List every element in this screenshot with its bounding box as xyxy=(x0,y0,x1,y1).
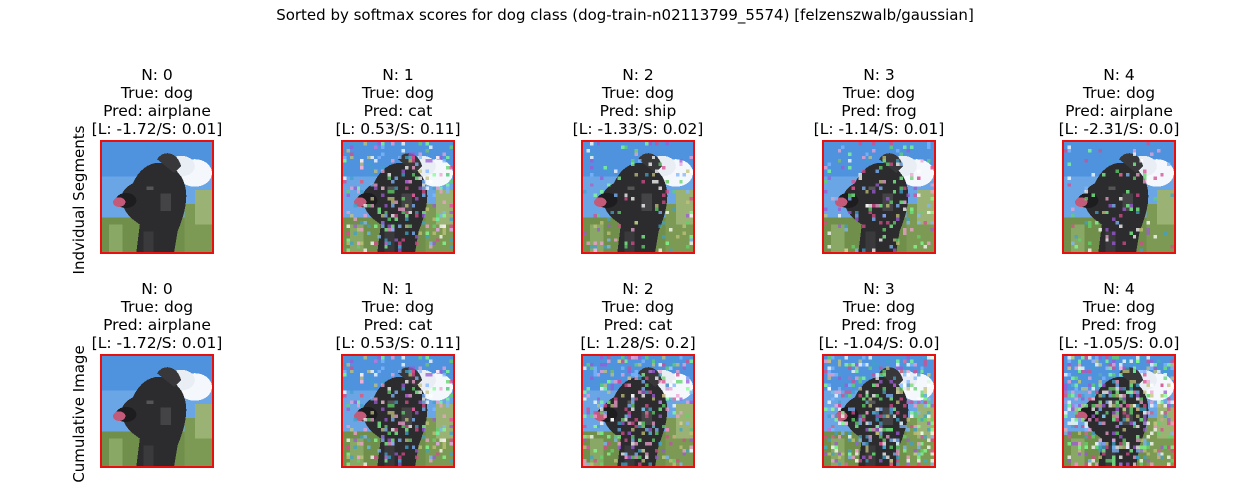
dog-image xyxy=(102,356,212,466)
cell-title-scores: [L: -1.04/S: 0.0] xyxy=(818,334,940,352)
cell-title-pred: Pred: cat xyxy=(363,102,433,120)
dog-image xyxy=(1064,142,1174,252)
thumbnail-image xyxy=(581,140,695,254)
thumbnail-image xyxy=(100,354,214,468)
cell-title-scores: [L: -1.72/S: 0.01] xyxy=(91,334,223,352)
cell-title-true: True: dog xyxy=(842,84,916,102)
thumbnail-image xyxy=(1062,140,1176,254)
cell-title: N: 1 True: dog Pred: cat [L: 0.53/S: 0.11] xyxy=(278,66,518,138)
cell-title-true: True: dog xyxy=(361,298,435,316)
cell-title: N: 3 True: dog Pred: frog [L: -1.04/S: 0.0] xyxy=(759,280,999,352)
cell-title-pred: Pred: frog xyxy=(841,316,917,334)
cell-title: N: 0 True: dog Pred: airplane [L: -1.72/S: … xyxy=(37,66,277,138)
cell-title: N: 3 True: dog Pred: frog [L: -1.14/S: 0.01… xyxy=(759,66,999,138)
cell-title-n: N: 4 xyxy=(1103,280,1135,298)
cell-title-n: N: 1 xyxy=(382,280,414,298)
cell-title-n: N: 4 xyxy=(1103,66,1135,84)
cell-title-pred: Pred: ship xyxy=(599,102,677,120)
cell-title-true: True: dog xyxy=(601,298,675,316)
cell-title-scores: [L: -1.33/S: 0.02] xyxy=(572,120,704,138)
cell-title-true: True: dog xyxy=(1082,298,1156,316)
thumbnail-image xyxy=(822,354,936,468)
cell-title: N: 4 True: dog Pred: airplane [L: -2.31/S: … xyxy=(999,66,1239,138)
cell-title-true: True: dog xyxy=(842,298,916,316)
cell-title: N: 1 True: dog Pred: cat [L: 0.53/S: 0.11] xyxy=(278,280,518,352)
cell-title-true: True: dog xyxy=(1082,84,1156,102)
dog-image xyxy=(102,142,212,252)
thumbnail-image xyxy=(1062,354,1176,468)
cell-title-scores: [L: 1.28/S: 0.2] xyxy=(580,334,696,352)
cell-title-pred: Pred: cat xyxy=(603,316,673,334)
dog-image xyxy=(583,142,693,252)
thumbnail-image xyxy=(341,140,455,254)
cell-title-true: True: dog xyxy=(120,84,194,102)
dog-image xyxy=(1064,356,1174,466)
cell-title-n: N: 0 xyxy=(141,280,173,298)
cell-title-pred: Pred: airplane xyxy=(103,316,211,334)
dog-image xyxy=(824,142,934,252)
cell-title: N: 4 True: dog Pred: frog [L: -1.05/S: 0.0] xyxy=(999,280,1239,352)
cell-title: N: 2 True: dog Pred: cat [L: 1.28/S: 0.2] xyxy=(518,280,758,352)
row-label-cumulative-image: Cumulative Image xyxy=(70,345,88,483)
cell-title-scores: [L: 0.53/S: 0.11] xyxy=(335,120,461,138)
cell-title-n: N: 2 xyxy=(622,66,654,84)
figure-title: Sorted by softmax scores for dog class (… xyxy=(276,6,974,24)
cell-title-n: N: 2 xyxy=(622,280,654,298)
cell-title-pred: Pred: frog xyxy=(841,102,917,120)
dog-image xyxy=(343,142,453,252)
cell-title-scores: [L: -1.14/S: 0.01] xyxy=(813,120,945,138)
cell-title-scores: [L: -2.31/S: 0.0] xyxy=(1058,120,1180,138)
cell-title-true: True: dog xyxy=(120,298,194,316)
cell-title-scores: [L: -1.05/S: 0.0] xyxy=(1058,334,1180,352)
cell-title-pred: Pred: airplane xyxy=(1065,102,1173,120)
cell-title-scores: [L: 0.53/S: 0.11] xyxy=(335,334,461,352)
cell-title-n: N: 0 xyxy=(141,66,173,84)
thumbnail-image xyxy=(581,354,695,468)
cell-title-n: N: 3 xyxy=(863,280,895,298)
cell-title: N: 2 True: dog Pred: ship [L: -1.33/S: 0.02… xyxy=(518,66,758,138)
cell-title-pred: Pred: cat xyxy=(363,316,433,334)
row-label-individual-segments: Indvidual Segments xyxy=(70,125,88,275)
cell-title-pred: Pred: airplane xyxy=(103,102,211,120)
thumbnail-image xyxy=(822,140,936,254)
dog-image xyxy=(824,356,934,466)
thumbnail-image xyxy=(341,354,455,468)
cell-title-true: True: dog xyxy=(361,84,435,102)
cell-title-true: True: dog xyxy=(601,84,675,102)
dog-image xyxy=(343,356,453,466)
cell-title-n: N: 3 xyxy=(863,66,895,84)
cell-title-n: N: 1 xyxy=(382,66,414,84)
dog-image xyxy=(583,356,693,466)
cell-title: N: 0 True: dog Pred: airplane [L: -1.72/S: … xyxy=(37,280,277,352)
cell-title-scores: [L: -1.72/S: 0.01] xyxy=(91,120,223,138)
thumbnail-image xyxy=(100,140,214,254)
cell-title-pred: Pred: frog xyxy=(1081,316,1157,334)
